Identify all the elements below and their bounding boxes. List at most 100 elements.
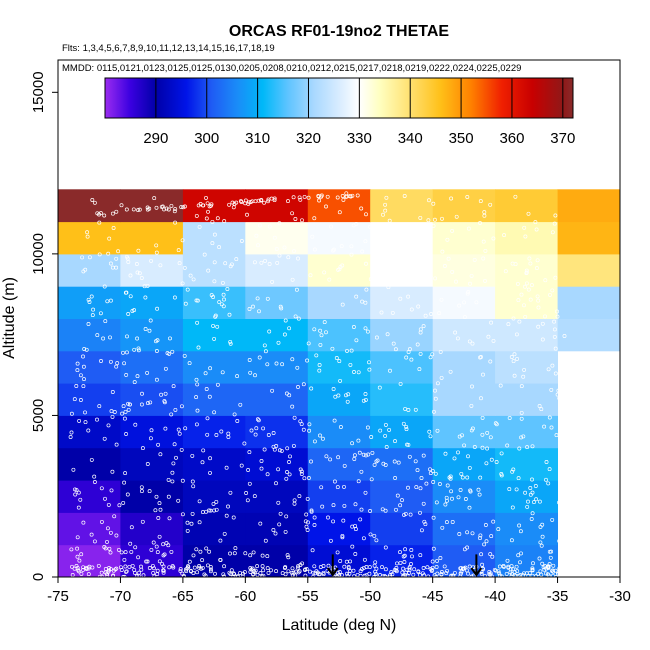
sample-point	[157, 534, 162, 539]
sample-point	[369, 435, 374, 439]
sample-point	[262, 447, 267, 452]
x-tick-label: -45	[422, 588, 444, 605]
chart-title: ORCAS RF01-19no2 THETAE	[229, 23, 450, 40]
sample-point	[352, 574, 357, 579]
sample-point	[491, 236, 496, 241]
sample-point	[454, 279, 458, 284]
sample-point	[514, 487, 519, 492]
sample-point	[232, 412, 237, 417]
sample-point	[320, 436, 325, 441]
sample-point	[226, 504, 230, 509]
sample-point	[319, 333, 324, 338]
sample-point	[304, 512, 309, 517]
sample-point	[204, 216, 209, 221]
y-axis-label: Altitude (m)	[1, 277, 18, 359]
sample-point	[523, 284, 527, 289]
sample-point	[458, 571, 463, 576]
sample-point	[89, 457, 94, 462]
sample-point	[434, 500, 439, 505]
heatmap-cell	[432, 286, 496, 319]
sample-point	[421, 566, 426, 570]
sample-point	[499, 451, 504, 456]
sample-point	[392, 568, 397, 572]
sample-point	[302, 476, 307, 481]
sample-point	[404, 424, 409, 429]
sample-point	[81, 567, 85, 572]
sample-point	[444, 571, 449, 576]
sample-point	[114, 566, 119, 571]
sample-point	[428, 471, 433, 476]
sample-point	[469, 428, 474, 433]
sample-point	[124, 207, 129, 212]
sample-point	[285, 470, 289, 474]
sample-point	[167, 351, 172, 356]
sample-point	[530, 566, 535, 571]
sample-point	[332, 247, 336, 252]
sample-point	[342, 503, 347, 508]
sample-point	[89, 294, 94, 299]
sample-point	[202, 572, 207, 577]
sample-point	[404, 355, 409, 360]
sample-point	[276, 340, 281, 345]
sample-point	[295, 565, 300, 570]
sample-point	[238, 402, 243, 407]
sample-point	[366, 452, 371, 457]
sample-point	[119, 550, 124, 555]
sample-point	[547, 467, 552, 472]
sample-point	[496, 527, 501, 532]
sample-point	[283, 565, 288, 570]
sample-point	[494, 422, 499, 427]
sample-point	[121, 500, 126, 505]
sample-point	[133, 545, 138, 550]
sample-point	[387, 427, 392, 432]
sample-point	[257, 309, 261, 314]
sample-point	[361, 452, 366, 457]
sample-point	[478, 475, 483, 480]
sample-point	[337, 267, 342, 272]
sample-point	[335, 550, 340, 555]
sample-point	[161, 542, 166, 547]
sample-point	[132, 308, 137, 313]
sample-point	[149, 258, 154, 263]
sample-point	[432, 217, 437, 222]
sample-point	[483, 248, 488, 253]
sample-point	[312, 216, 317, 221]
sample-point	[176, 427, 181, 432]
sample-point	[123, 290, 128, 295]
sample-point	[562, 509, 567, 514]
sample-point	[356, 479, 361, 484]
heatmap-cell	[307, 480, 371, 513]
sample-point	[412, 567, 417, 572]
sample-point	[304, 524, 309, 529]
sample-point	[168, 336, 172, 341]
sample-point	[108, 550, 113, 555]
sample-point	[133, 422, 138, 427]
sample-point	[555, 309, 559, 314]
sample-point	[286, 555, 291, 560]
heatmap-cell	[495, 383, 558, 416]
sample-point	[274, 569, 279, 574]
sample-point	[188, 273, 193, 278]
sample-point	[147, 566, 152, 570]
sample-point	[218, 538, 223, 543]
sample-point	[286, 569, 291, 574]
sample-point	[476, 487, 481, 492]
sample-point	[312, 523, 317, 527]
sample-point	[480, 432, 485, 437]
sample-point	[369, 477, 374, 482]
sample-point	[119, 568, 124, 572]
sample-point	[201, 448, 206, 453]
sample-point	[176, 498, 181, 503]
heatmap-cell	[370, 447, 434, 481]
sample-point	[513, 194, 518, 199]
sample-point	[421, 453, 426, 458]
sample-point	[440, 216, 444, 221]
sample-point	[450, 269, 455, 274]
sample-point	[544, 460, 549, 464]
sample-point	[207, 394, 212, 399]
sample-point	[214, 507, 219, 512]
sample-point	[538, 569, 543, 574]
sample-point	[257, 355, 262, 360]
sample-point	[483, 573, 487, 578]
sample-point	[542, 567, 547, 572]
